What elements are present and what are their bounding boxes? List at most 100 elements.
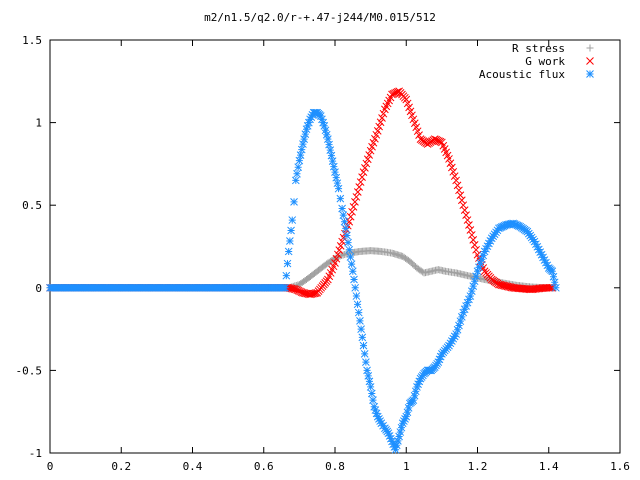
data-point bbox=[327, 151, 336, 160]
data-point bbox=[331, 259, 339, 267]
data-point bbox=[347, 260, 356, 268]
data-point bbox=[364, 372, 373, 380]
data-point bbox=[369, 396, 377, 404]
data-point bbox=[354, 308, 363, 317]
data-point bbox=[332, 173, 341, 182]
data-point bbox=[350, 275, 358, 284]
data-point bbox=[449, 334, 458, 343]
data-point bbox=[499, 222, 508, 231]
data-point bbox=[326, 146, 335, 154]
data-point bbox=[324, 135, 332, 143]
data-point bbox=[466, 292, 475, 300]
data-point bbox=[375, 122, 384, 131]
data-point bbox=[403, 408, 412, 417]
data-point bbox=[412, 123, 421, 132]
data-point bbox=[477, 255, 486, 264]
data-point bbox=[452, 330, 460, 338]
data-point bbox=[415, 131, 423, 140]
data-point bbox=[296, 151, 305, 159]
data-point bbox=[378, 114, 386, 122]
data-point bbox=[542, 258, 550, 267]
data-point bbox=[462, 302, 470, 310]
data-point bbox=[463, 298, 472, 307]
data-point bbox=[510, 220, 519, 228]
data-point bbox=[352, 193, 361, 201]
data-point bbox=[401, 415, 409, 423]
x-tick-label: 1.2 bbox=[468, 460, 488, 473]
data-point bbox=[366, 146, 375, 155]
y-tick-label: 1.5 bbox=[22, 34, 42, 47]
data-point bbox=[486, 237, 495, 245]
data-point bbox=[456, 317, 465, 326]
data-point bbox=[359, 168, 368, 177]
data-point bbox=[305, 118, 313, 127]
data-point bbox=[297, 288, 306, 296]
data-point bbox=[465, 221, 473, 229]
data-point bbox=[316, 112, 325, 120]
data-point bbox=[436, 137, 445, 146]
data-point bbox=[360, 350, 369, 358]
data-point bbox=[540, 256, 549, 264]
data-point bbox=[302, 125, 311, 134]
data-point bbox=[457, 313, 466, 321]
y-tick-label: 0 bbox=[35, 282, 42, 295]
data-point bbox=[470, 277, 479, 286]
axes: 0 0.2 0.4 0.6 0.8 1 1.2 1.4 1.6 1.5 1 0.5 0 -0.5 -1 bbox=[16, 34, 630, 473]
data-point bbox=[353, 300, 362, 309]
plot-area bbox=[46, 87, 560, 454]
data-point bbox=[356, 316, 364, 325]
data-point bbox=[368, 142, 376, 151]
data-point bbox=[472, 245, 480, 254]
data-point bbox=[290, 285, 299, 293]
data-point bbox=[449, 167, 458, 176]
data-point bbox=[346, 253, 355, 261]
data-point bbox=[453, 181, 462, 190]
data-point bbox=[290, 198, 298, 206]
data-point bbox=[375, 415, 383, 423]
data-point bbox=[356, 178, 365, 186]
data-point bbox=[537, 250, 546, 259]
data-point bbox=[413, 383, 421, 391]
data-point bbox=[345, 245, 354, 254]
data-point bbox=[548, 267, 557, 276]
data-point bbox=[320, 122, 329, 130]
data-point bbox=[536, 248, 545, 256]
legend-marker bbox=[586, 70, 594, 78]
data-point bbox=[333, 179, 342, 188]
data-point bbox=[476, 259, 485, 268]
data-point bbox=[513, 221, 522, 230]
data-point bbox=[341, 224, 350, 233]
data-point bbox=[550, 278, 559, 287]
x-tick-label: 0.8 bbox=[325, 460, 345, 473]
data-point bbox=[297, 145, 306, 154]
data-point bbox=[397, 423, 406, 432]
data-point bbox=[348, 267, 357, 276]
data-point bbox=[358, 173, 366, 181]
legend-marker bbox=[586, 57, 594, 65]
legend-label: R stress bbox=[512, 42, 565, 55]
y-tick-label: 0.5 bbox=[22, 199, 42, 212]
data-point bbox=[386, 434, 395, 443]
data-point bbox=[403, 99, 412, 108]
data-point bbox=[457, 196, 466, 205]
data-point bbox=[414, 380, 422, 389]
data-point bbox=[321, 126, 330, 135]
data-point bbox=[404, 403, 413, 412]
series-acoustic-flux bbox=[46, 108, 560, 454]
legend-marker bbox=[586, 44, 594, 52]
data-point bbox=[395, 432, 403, 441]
data-point bbox=[469, 236, 478, 244]
data-point bbox=[376, 417, 384, 425]
data-point bbox=[359, 341, 368, 350]
data-point bbox=[411, 387, 420, 396]
legend-label: G work bbox=[525, 55, 565, 68]
data-point bbox=[362, 358, 370, 366]
data-point bbox=[408, 111, 416, 120]
data-point bbox=[293, 169, 301, 178]
data-point bbox=[295, 156, 304, 165]
data-point bbox=[301, 130, 310, 139]
x-tick-label: 1.4 bbox=[539, 460, 559, 473]
data-point bbox=[405, 103, 413, 112]
